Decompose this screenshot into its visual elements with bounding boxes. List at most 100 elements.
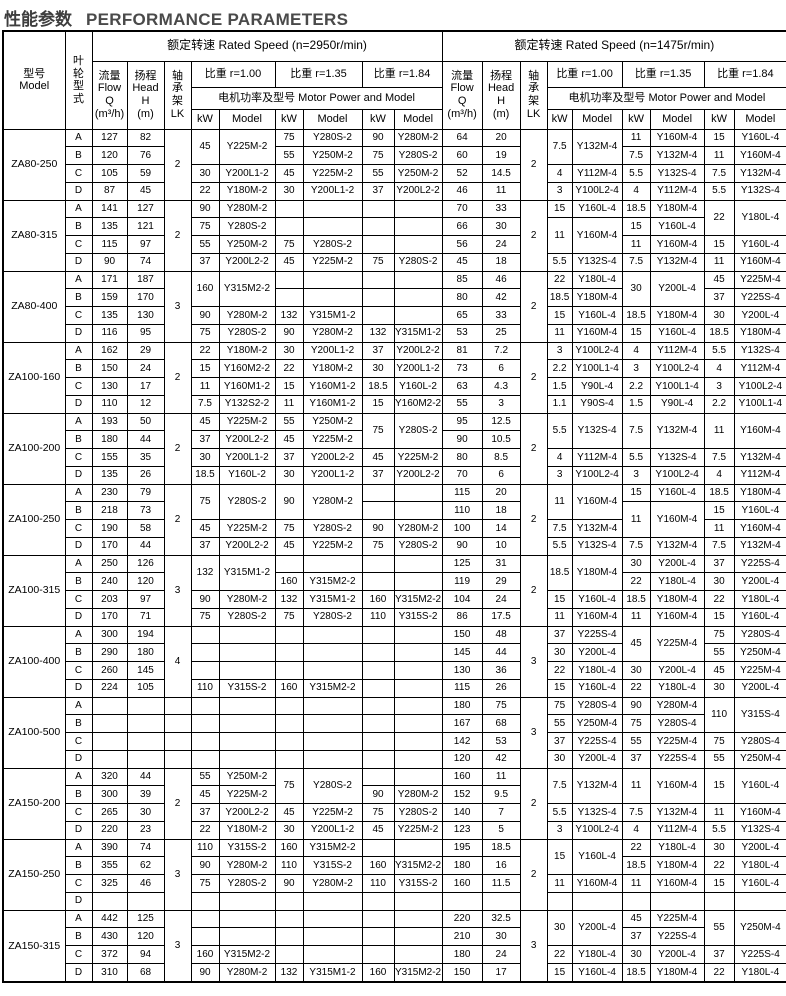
table-cell: 2.2 (546, 359, 573, 378)
table-cell: 110 (361, 874, 395, 893)
pump-model-cell: ZA80-315 (2, 199, 66, 272)
table-row: ZA100-250 A 230 79 2 75 Y280S-2 90 Y280M-2 115 20 2… (2, 483, 786, 556)
header-sg-100-right: 比重 r=1.00 (546, 60, 623, 88)
table-cell: 37 (361, 341, 395, 361)
table-cell: 160 (274, 838, 304, 858)
table-cell: 230 (91, 483, 128, 503)
table-cell: 187 (126, 270, 165, 290)
table-cell (393, 235, 443, 254)
table-cell: 15 (546, 678, 573, 698)
table-cell: 2 (163, 483, 192, 556)
table-cell: 97 (126, 235, 165, 254)
table-cell: D (64, 323, 93, 343)
table-cell: 135 (91, 217, 128, 236)
table-cell: Y160M-4 (649, 767, 705, 804)
table-cell: 42 (481, 288, 521, 307)
table-cell: Y160M-4 (733, 252, 786, 272)
table-cell (218, 625, 276, 645)
table-cell (393, 501, 443, 520)
table-cell: Y132S2-2 (218, 394, 276, 414)
table-cell (163, 714, 192, 733)
table-cell: 5.5 (621, 448, 651, 467)
table-cell: Y160M-4 (571, 323, 623, 343)
table-cell: 30 (621, 270, 651, 307)
table-cell: 180 (441, 856, 483, 875)
table-cell: 11 (621, 607, 651, 627)
header-kw: kW (190, 108, 220, 130)
table-cell: 37 (703, 554, 735, 574)
header-rated-speed-1475: 额定转速 Rated Speed (n=1475r/min) (441, 30, 786, 62)
table-cell: 130 (91, 377, 128, 396)
table-cell: 152 (441, 785, 483, 804)
table-cell: 240 (91, 572, 128, 591)
table-cell: 37 (621, 749, 651, 769)
table-cell: 79 (126, 483, 165, 503)
table-cell: Y180M-4 (649, 856, 705, 875)
table-cell: Y160M-4 (649, 501, 705, 538)
table-row: B 300 39 45 Y225M-2 90 Y280M-2 152 9.5 (3, 785, 786, 804)
table-cell (190, 732, 220, 751)
table-cell: 75 (274, 767, 304, 804)
table-row: ZA150-200 A 320 44 2 55 Y250M-2 75 Y280S-2 160 11 2… (2, 767, 786, 840)
table-cell (190, 909, 220, 929)
table-cell: Y250M-4 (733, 643, 786, 662)
table-cell: 2 (519, 767, 548, 840)
table-cell: 15 (621, 483, 651, 503)
table-cell: Y180L-4 (733, 590, 786, 609)
table-cell: D (64, 607, 93, 627)
table-cell (361, 483, 395, 503)
table-cell: 42 (481, 749, 521, 769)
table-cell: 160 (274, 678, 304, 698)
table-cell: Y100L2-4 (733, 377, 786, 396)
table-cell: 62 (126, 856, 165, 875)
table-cell: Y160M2-2 (393, 394, 443, 414)
table-cell: Y225M-4 (733, 661, 786, 680)
table-cell: 30 (481, 927, 521, 946)
table-cell: Y280S-2 (218, 874, 276, 893)
table-cell: 75 (274, 607, 304, 627)
table-cell: 15 (361, 394, 395, 414)
table-cell (361, 217, 395, 236)
table-cell (274, 625, 304, 645)
table-cell: Y132S-4 (571, 803, 623, 822)
table-cell: 45 (190, 128, 220, 165)
table-cell: Y160M-4 (571, 607, 623, 627)
table-cell: 15 (703, 501, 735, 520)
table-cell: Y225M-2 (393, 448, 443, 467)
table-cell: D (64, 536, 93, 556)
table-cell: D (64, 394, 93, 414)
table-cell: 110 (274, 856, 304, 875)
table-cell: 22 (621, 572, 651, 591)
table-cell: 5.5 (703, 820, 735, 840)
pump-model-cell: ZA80-400 (2, 270, 66, 343)
table-cell: B (64, 572, 93, 591)
table-cell: B (64, 501, 93, 520)
table-row: C 142 53 37 Y225S-4 55 Y225M-4 75 Y280S-4 (3, 732, 786, 751)
table-cell: Y132S-4 (571, 536, 623, 556)
table-cell: 37 (190, 252, 220, 272)
table-cell: 15 (703, 235, 735, 254)
table-cell: 75 (190, 217, 220, 236)
table-cell (302, 714, 363, 733)
table-cell: 125 (126, 909, 165, 929)
table-cell: Y315M2-2 (393, 590, 443, 609)
table-cell: 37 (361, 181, 395, 201)
table-cell: 39 (126, 785, 165, 804)
table-cell: 80 (441, 448, 483, 467)
table-cell: 22 (274, 359, 304, 378)
table-cell: Y225M-2 (393, 820, 443, 840)
table-cell: Y200L-4 (649, 270, 705, 307)
table-cell: 160 (274, 572, 304, 591)
table-cell: Y225S-4 (571, 625, 623, 645)
table-cell: 4 (546, 164, 573, 183)
table-cell: 75 (190, 607, 220, 627)
table-cell: 15 (546, 306, 573, 325)
table-cell: Y160L-4 (733, 235, 786, 254)
table-cell (393, 696, 443, 716)
table-cell: A (64, 696, 93, 716)
table-cell: Y100L2-4 (649, 465, 705, 485)
table-cell: 250 (91, 554, 128, 574)
table-cell: 3 (546, 465, 573, 485)
table-cell: 2 (519, 554, 548, 627)
table-cell: 7.5 (621, 252, 651, 272)
